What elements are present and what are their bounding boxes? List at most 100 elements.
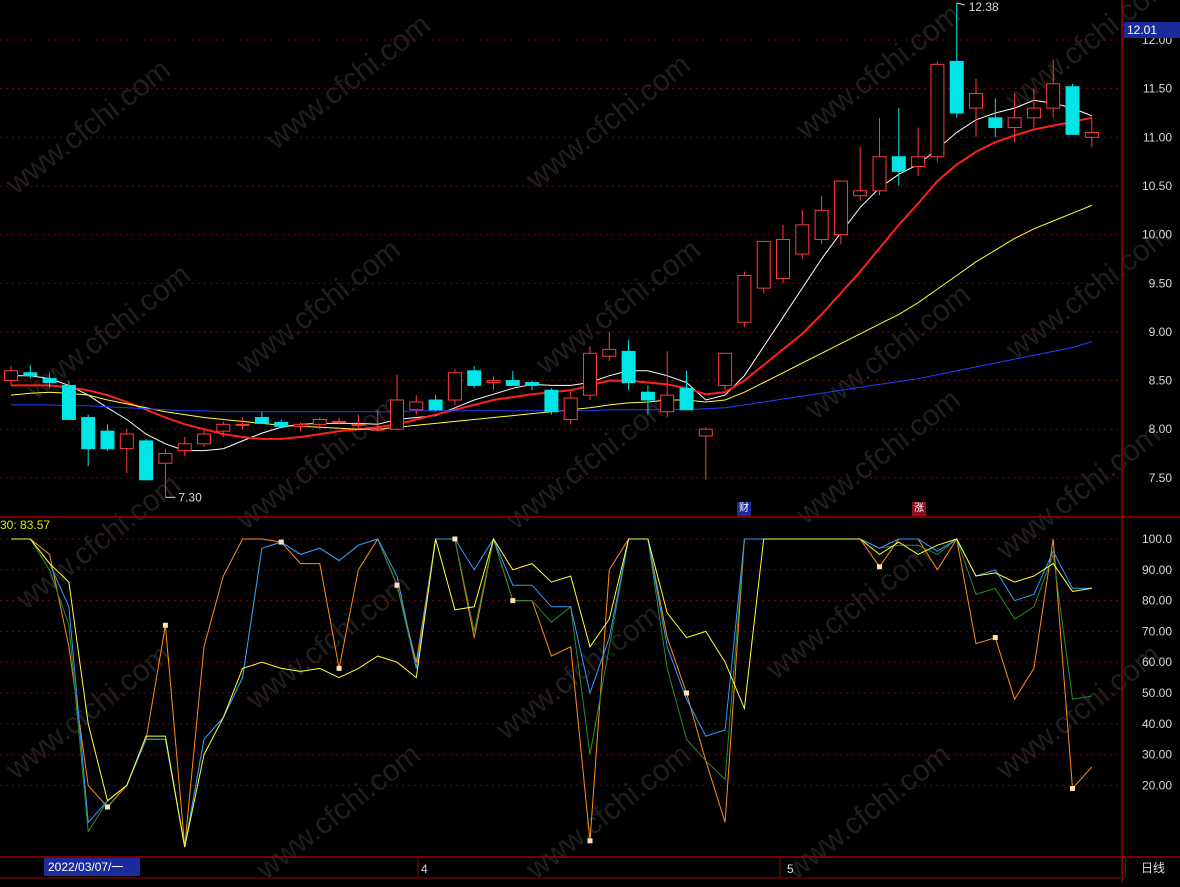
indicator-point-marker (105, 804, 110, 810)
indicator-tick-label: 100.0 (1142, 532, 1172, 546)
candle (1026, 88, 1041, 128)
candle-body (390, 399, 404, 430)
candle (42, 372, 57, 389)
indicator-line (11, 537, 1092, 848)
candle (660, 351, 675, 418)
candle (776, 224, 790, 284)
candle-body (428, 399, 443, 411)
candle (505, 370, 520, 386)
candle (409, 395, 424, 415)
last-price-badge: 12.01 (1124, 22, 1180, 38)
high-label: 12.38 (969, 0, 999, 14)
candle (428, 395, 443, 412)
candle (1007, 93, 1022, 143)
indicator-lines (11, 536, 1093, 848)
candle (814, 195, 829, 245)
period-label[interactable]: 日线 (1125, 858, 1180, 878)
candle-body (911, 156, 926, 167)
candle-body (640, 391, 655, 401)
candle (795, 210, 810, 259)
candle-body (467, 370, 482, 386)
indicator-tick-label: 80.00 (1142, 594, 1172, 608)
candle (891, 108, 906, 186)
candle (100, 424, 115, 451)
candle (544, 388, 559, 415)
candle (119, 429, 134, 473)
candle (293, 422, 308, 432)
indicator-line (11, 537, 1092, 848)
candle-body (100, 430, 115, 450)
indicator-axis: 100.0 90.00 80.00 70.00 60.00 50.00 40.00 30.00… (1142, 532, 1172, 792)
candle-body (42, 378, 57, 383)
candle (158, 448, 173, 498)
indicator-tick-label: 40.00 (1142, 717, 1172, 731)
candle-body (61, 384, 76, 420)
candle-body (23, 372, 38, 377)
price-annotations: 12.38 7.30 (165, 0, 999, 504)
candle (833, 180, 848, 245)
candle (312, 417, 327, 430)
candle (737, 271, 752, 328)
candle (23, 364, 38, 379)
candle-body (544, 389, 559, 413)
candle-body (988, 117, 1003, 129)
indicator-point-marker (278, 539, 284, 545)
candle-body (833, 180, 848, 236)
candle-body (81, 417, 96, 450)
candle-body (930, 63, 945, 158)
candle (81, 414, 96, 467)
candle-body (312, 418, 327, 425)
candle-body (197, 433, 211, 445)
candle-body (351, 423, 366, 426)
candle-body (409, 401, 424, 411)
candle (235, 417, 250, 430)
candle-body (679, 387, 694, 411)
candle (698, 427, 713, 480)
indicator-tick-label: 20.00 (1142, 778, 1172, 792)
candle (254, 411, 269, 425)
candle-body (949, 60, 964, 114)
event-marker-cai[interactable]: 财 (737, 502, 751, 516)
candle (216, 421, 231, 437)
month-label: 5 (787, 862, 794, 876)
candle-body (718, 352, 733, 386)
candle (274, 419, 289, 428)
candle (969, 78, 983, 138)
candle (197, 429, 211, 447)
candle (447, 368, 462, 405)
indicator-point-marker (162, 622, 168, 628)
indicator-point-marker (394, 582, 400, 588)
candle-body (563, 397, 578, 420)
candle-body (293, 423, 308, 427)
candle-body (1065, 86, 1080, 135)
candle-body (756, 240, 771, 289)
candle (486, 375, 501, 391)
candle-body (853, 190, 868, 197)
candle (177, 436, 192, 457)
candle (930, 61, 945, 162)
indicator-tick-label: 50.00 (1142, 686, 1172, 700)
candle-body (274, 421, 289, 427)
candle (640, 385, 655, 415)
candle-body (1007, 117, 1022, 129)
month-label: 4 (421, 862, 428, 876)
price-tick-label: 8.50 (1149, 374, 1173, 388)
candle-body (216, 423, 231, 432)
candle (756, 240, 771, 293)
price-tick-label: 9.00 (1149, 325, 1173, 339)
candle (872, 117, 887, 196)
candle-body (621, 350, 636, 383)
candle (602, 331, 617, 362)
price-tick-label: 10.50 (1142, 179, 1172, 193)
candle-body (872, 156, 887, 192)
event-marker-zhang[interactable]: 涨 (912, 502, 926, 516)
indicator-line (11, 537, 1092, 848)
candle-body (139, 440, 154, 481)
candle (390, 374, 404, 432)
candle (949, 3, 964, 118)
candle-body (158, 453, 173, 464)
indicator-tick-label: 70.00 (1142, 624, 1172, 638)
